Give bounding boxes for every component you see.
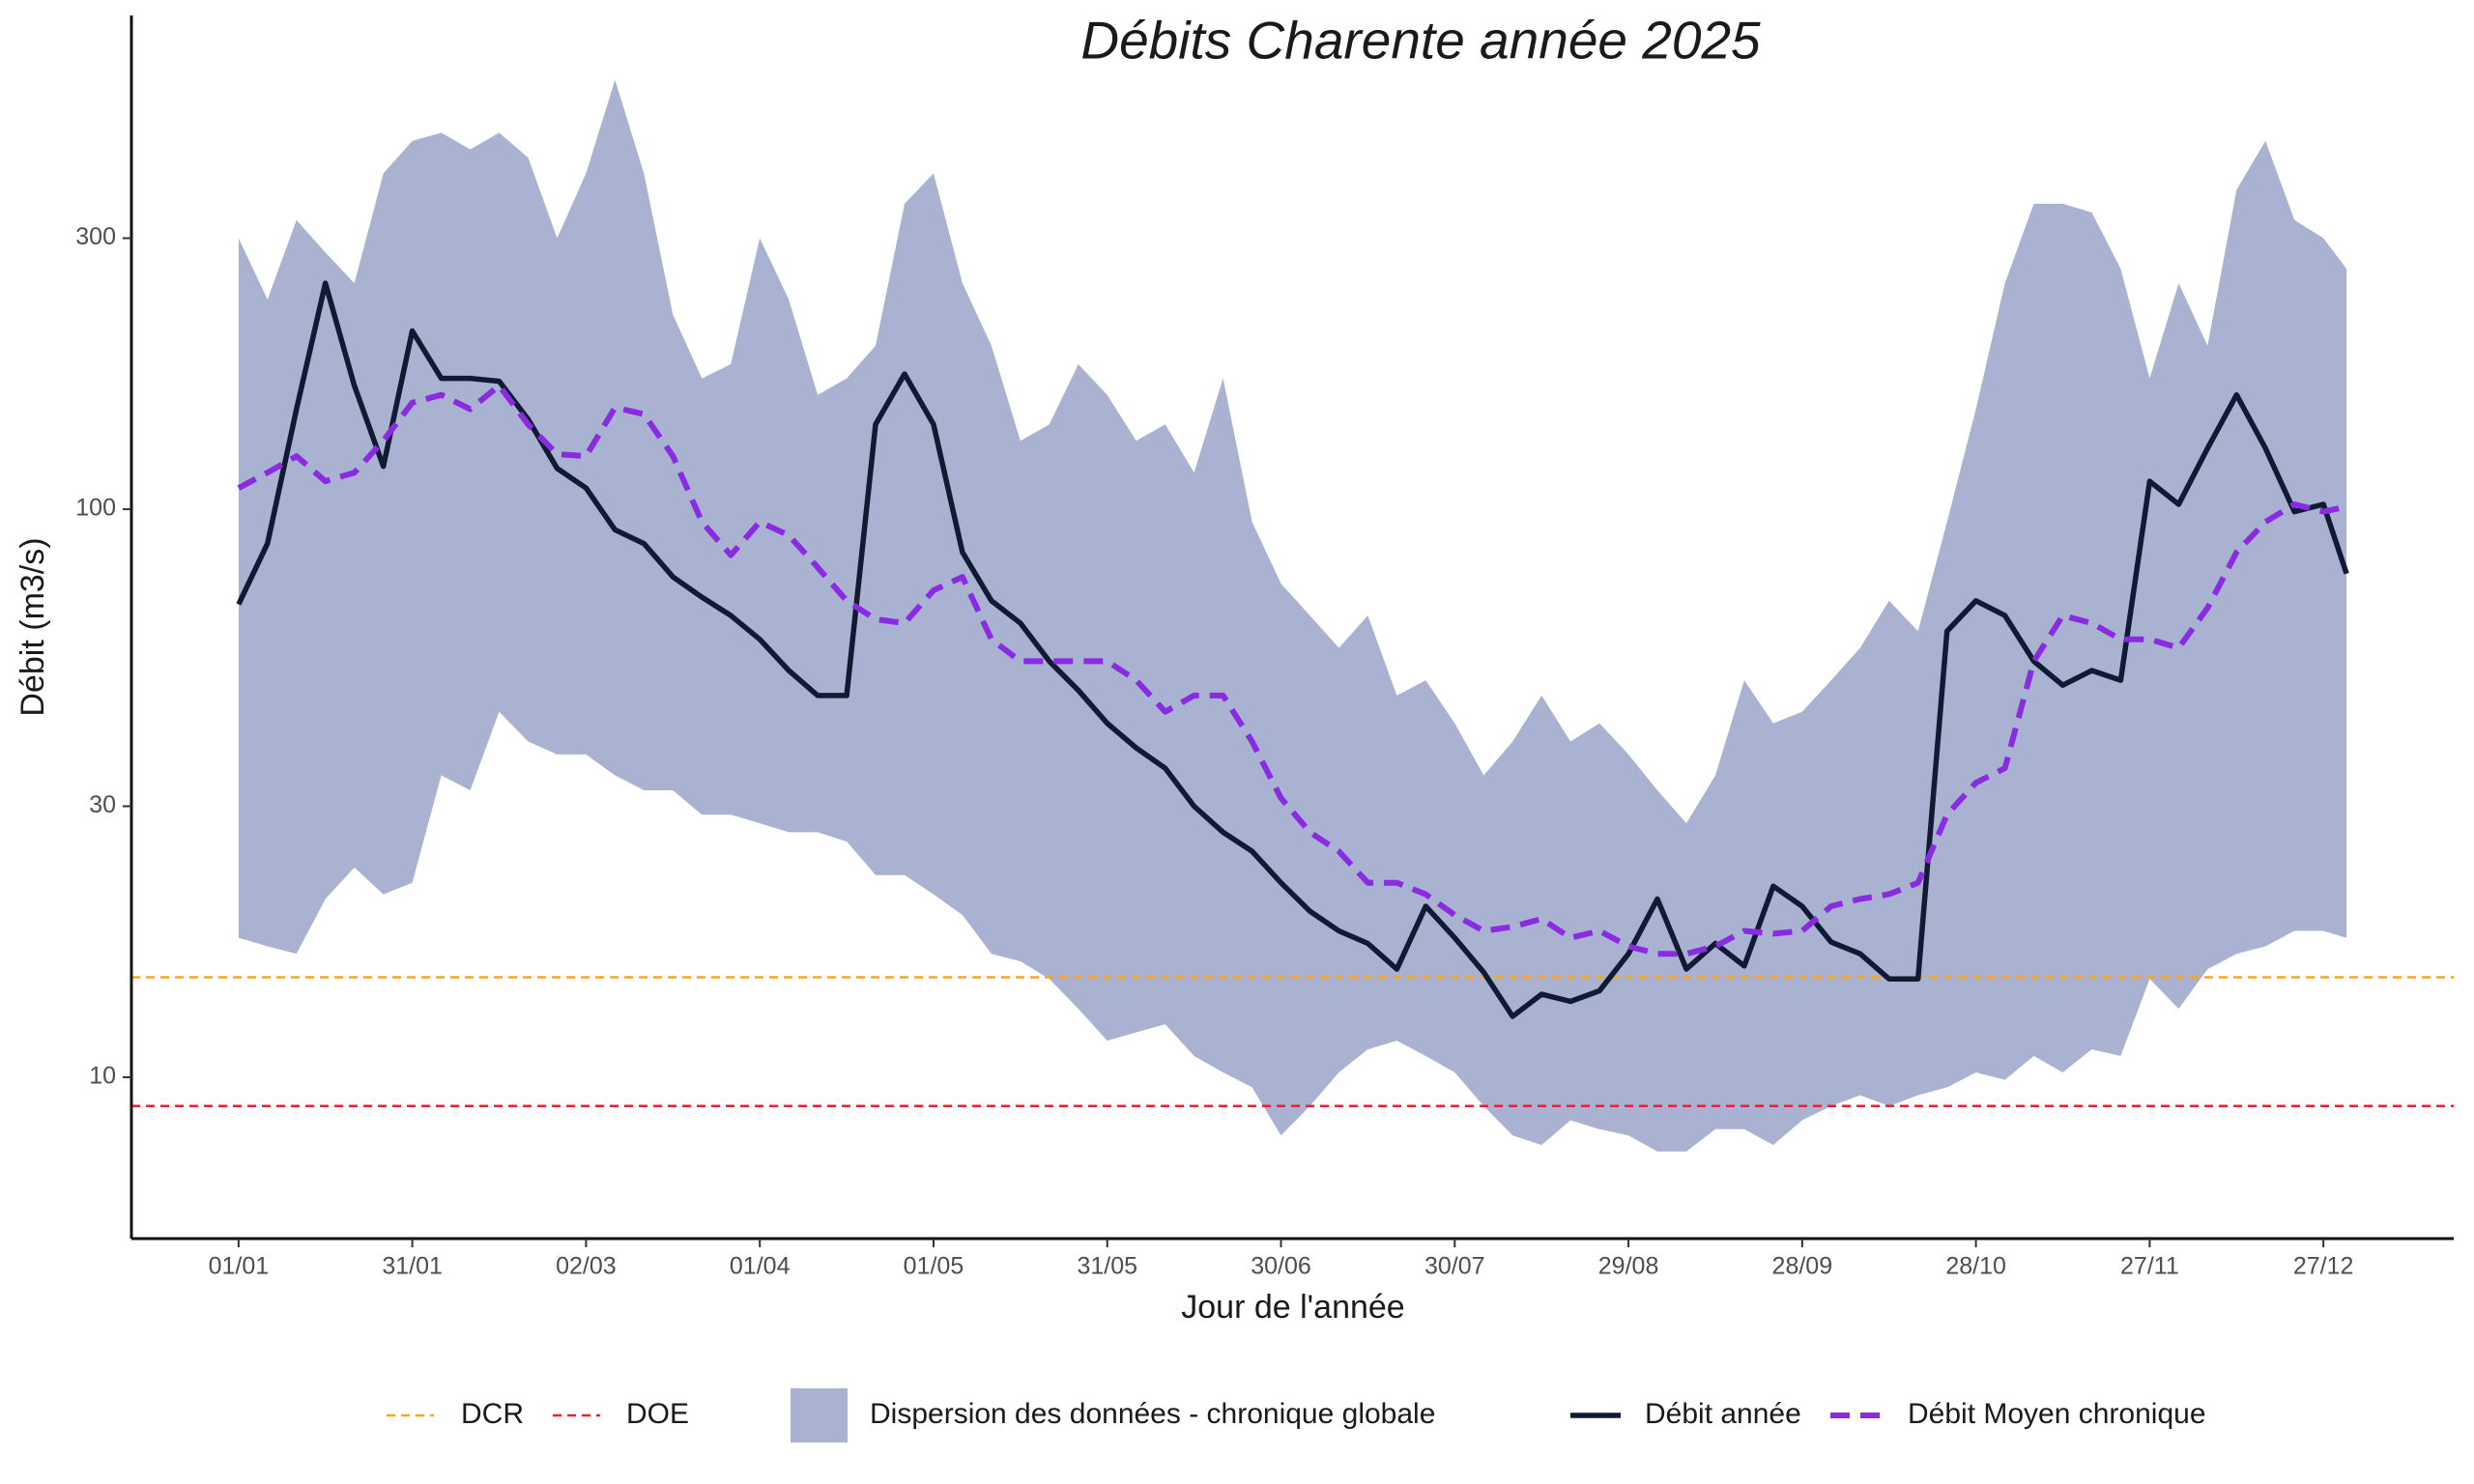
x-tick-label: 30/06 bbox=[1251, 1253, 1311, 1280]
mean-line bbox=[237, 383, 2347, 957]
y-tick-label: 30 bbox=[89, 791, 116, 818]
y-tick-label: 100 bbox=[75, 495, 116, 522]
dispersion-band bbox=[238, 79, 2347, 1152]
x-tick-label: 31/05 bbox=[1077, 1253, 1137, 1280]
x-tick-label: 28/09 bbox=[1772, 1253, 1833, 1280]
chart-title: Débits Charente année 2025 bbox=[1080, 11, 1761, 71]
x-axis-label: Jour de l'année bbox=[1181, 1289, 1404, 1326]
x-tick-label: 30/07 bbox=[1424, 1253, 1485, 1280]
x-tick-label: 01/04 bbox=[730, 1253, 791, 1280]
y-tick-label: 300 bbox=[75, 223, 116, 250]
legend-label: Débit Moyen chronique bbox=[1908, 1398, 2206, 1430]
year-line bbox=[236, 280, 2349, 1019]
legend-label: Dispersion des données - chronique globa… bbox=[870, 1398, 1435, 1430]
x-tick-label: 31/01 bbox=[382, 1253, 443, 1280]
y-axis-label: Débit (m3/s) bbox=[14, 537, 51, 716]
y-tick-label: 10 bbox=[89, 1063, 116, 1090]
x-tick-label: 01/01 bbox=[209, 1253, 270, 1280]
x-tick-label: 28/10 bbox=[1945, 1253, 2006, 1280]
x-tick-label: 01/05 bbox=[904, 1253, 964, 1280]
x-tick-label: 27/12 bbox=[2293, 1253, 2354, 1280]
x-tick-label: 27/11 bbox=[2120, 1253, 2179, 1280]
x-tick-label: 02/03 bbox=[556, 1253, 617, 1280]
legend-label: DCR bbox=[461, 1398, 524, 1430]
legend-label: Débit année bbox=[1645, 1398, 1801, 1430]
legend-label: DOE bbox=[626, 1398, 689, 1430]
legend-key bbox=[791, 1388, 848, 1442]
x-tick-label: 29/08 bbox=[1598, 1253, 1659, 1280]
